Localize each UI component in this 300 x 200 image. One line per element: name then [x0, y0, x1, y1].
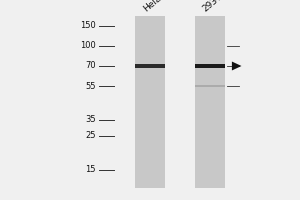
Text: 35: 35	[85, 116, 96, 124]
Text: 25: 25	[85, 132, 96, 140]
Polygon shape	[232, 62, 242, 70]
Text: Hela: Hela	[141, 0, 163, 14]
Bar	[195, 16, 225, 188]
Bar	[195, 85, 225, 87]
Text: 293T: 293T	[201, 0, 224, 14]
Text: 150: 150	[80, 21, 96, 30]
Bar	[135, 64, 165, 68]
Text: 55: 55	[85, 82, 96, 90]
Bar	[135, 16, 165, 188]
Bar	[195, 64, 225, 68]
Text: 15: 15	[85, 166, 96, 174]
Text: 100: 100	[80, 42, 96, 50]
Text: 70: 70	[85, 62, 96, 71]
